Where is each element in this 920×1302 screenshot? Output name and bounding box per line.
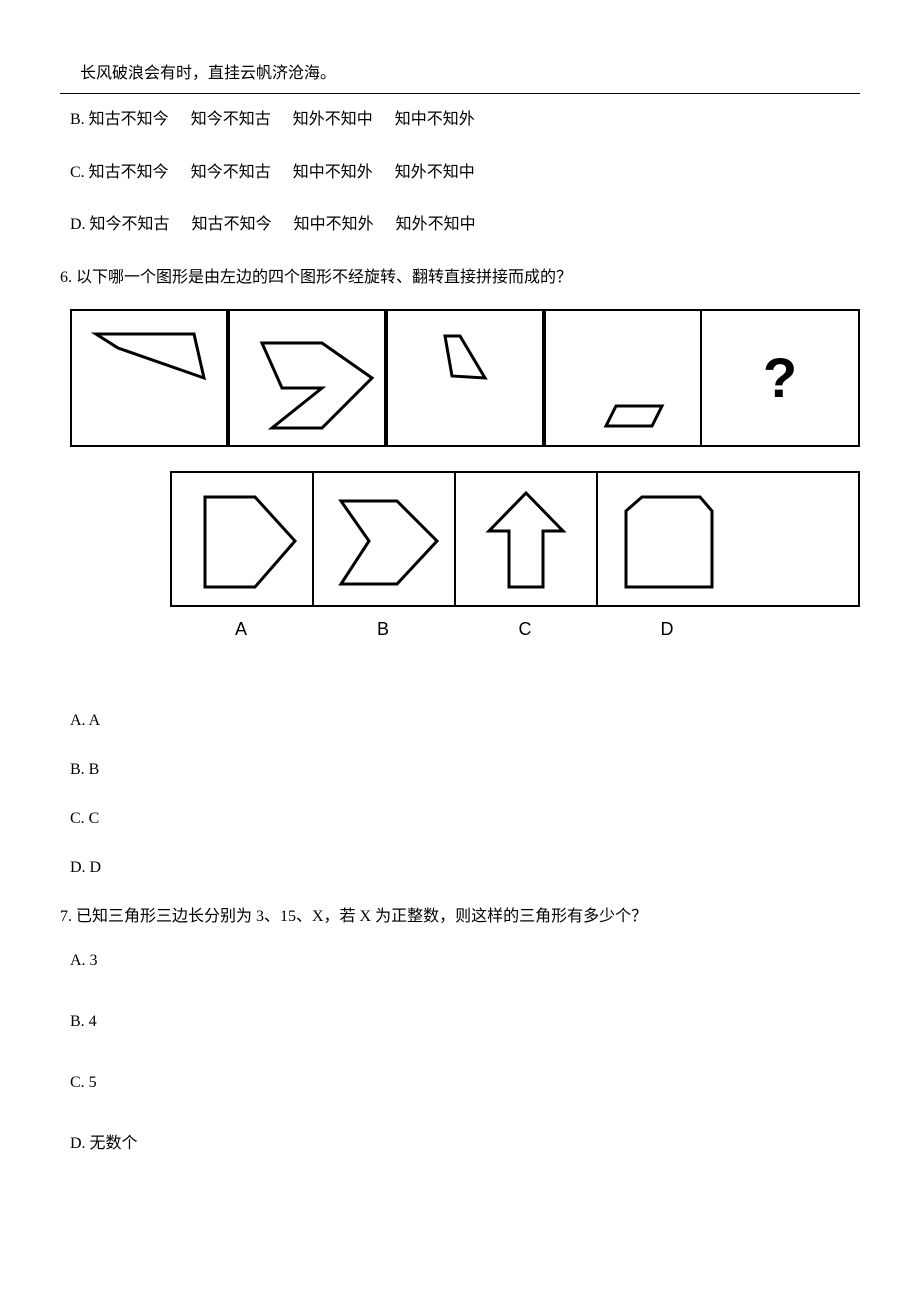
q6-option-b: B. B xyxy=(70,756,860,785)
q5-c-seg4: 知外不知中 xyxy=(395,164,475,181)
q7-option-a: A. 3 xyxy=(70,947,860,976)
q6-option-d: D. D xyxy=(70,854,860,883)
q5-b-seg4: 知中不知外 xyxy=(395,111,475,128)
q6-option-c: C. C xyxy=(70,805,860,834)
answer-a-svg xyxy=(177,479,307,599)
q7-text: 7. 已知三角形三边长分别为 3、15、X，若 X 为正整数，则这样的三角形有多… xyxy=(60,903,860,932)
shape2-svg xyxy=(232,318,382,438)
q6-given-shape-2 xyxy=(228,309,386,447)
q6-answer-row xyxy=(170,471,860,607)
header-quote: 长风破浪会有时，直挂云帆济沧海。 xyxy=(80,60,860,89)
q6-given-shapes-row: ? xyxy=(70,309,860,447)
q5-option-b: B. 知古不知今 知今不知古 知外不知中 知中不知外 xyxy=(70,106,860,135)
q6-text: 6. 以下哪一个图形是由左边的四个图形不经旋转、翻转直接拼接而成的？ xyxy=(60,264,860,293)
q6-question-mark-box: ? xyxy=(702,309,860,447)
q5-option-c: C. 知古不知今 知今不知古 知中不知外 知外不知中 xyxy=(70,159,860,188)
q6-given-shape-4 xyxy=(544,309,702,447)
q6-label-a: A xyxy=(170,613,312,645)
q6-given-shape-1 xyxy=(70,309,228,447)
q6-answer-d xyxy=(598,473,740,605)
q5-b-seg3: 知外不知中 xyxy=(293,111,373,128)
q5-d-seg1: D. 知今不知古 xyxy=(70,216,170,233)
answer-d-svg xyxy=(604,479,734,599)
q6-answer-c xyxy=(456,473,598,605)
answer-b-svg xyxy=(319,479,449,599)
q5-option-d: D. 知今不知古 知古不知今 知中不知外 知外不知中 xyxy=(70,211,860,240)
q7-option-b: B. 4 xyxy=(70,1008,860,1037)
q6-given-shape-3 xyxy=(386,309,544,447)
shape3-svg xyxy=(390,318,540,438)
shape1-svg xyxy=(74,318,224,438)
q5-c-seg1: C. 知古不知今 xyxy=(70,164,169,181)
q6-answer-a xyxy=(172,473,314,605)
q6-label-d: D xyxy=(596,613,738,645)
q5-d-seg3: 知中不知外 xyxy=(294,216,374,233)
question-mark-icon: ? xyxy=(763,328,797,429)
q6-label-b: B xyxy=(312,613,454,645)
q5-b-seg2: 知今不知古 xyxy=(191,111,271,128)
q6-answer-wrap: A B C D xyxy=(170,471,860,645)
answer-c-svg xyxy=(461,479,591,599)
q5-b-seg1: B. 知古不知今 xyxy=(70,111,169,128)
q6-option-a: A. A xyxy=(70,707,860,736)
q6-answer-b xyxy=(314,473,456,605)
q7-option-d: D. 无数个 xyxy=(70,1130,860,1159)
q5-d-seg2: 知古不知今 xyxy=(192,216,272,233)
q7-option-c: C. 5 xyxy=(70,1069,860,1098)
q6-answer-labels: A B C D xyxy=(170,613,860,645)
q5-c-seg2: 知今不知古 xyxy=(191,164,271,181)
header-underline xyxy=(60,93,860,94)
q6-label-c: C xyxy=(454,613,596,645)
shape4-svg xyxy=(548,318,698,438)
q5-d-seg4: 知外不知中 xyxy=(396,216,476,233)
q5-c-seg3: 知中不知外 xyxy=(293,164,373,181)
